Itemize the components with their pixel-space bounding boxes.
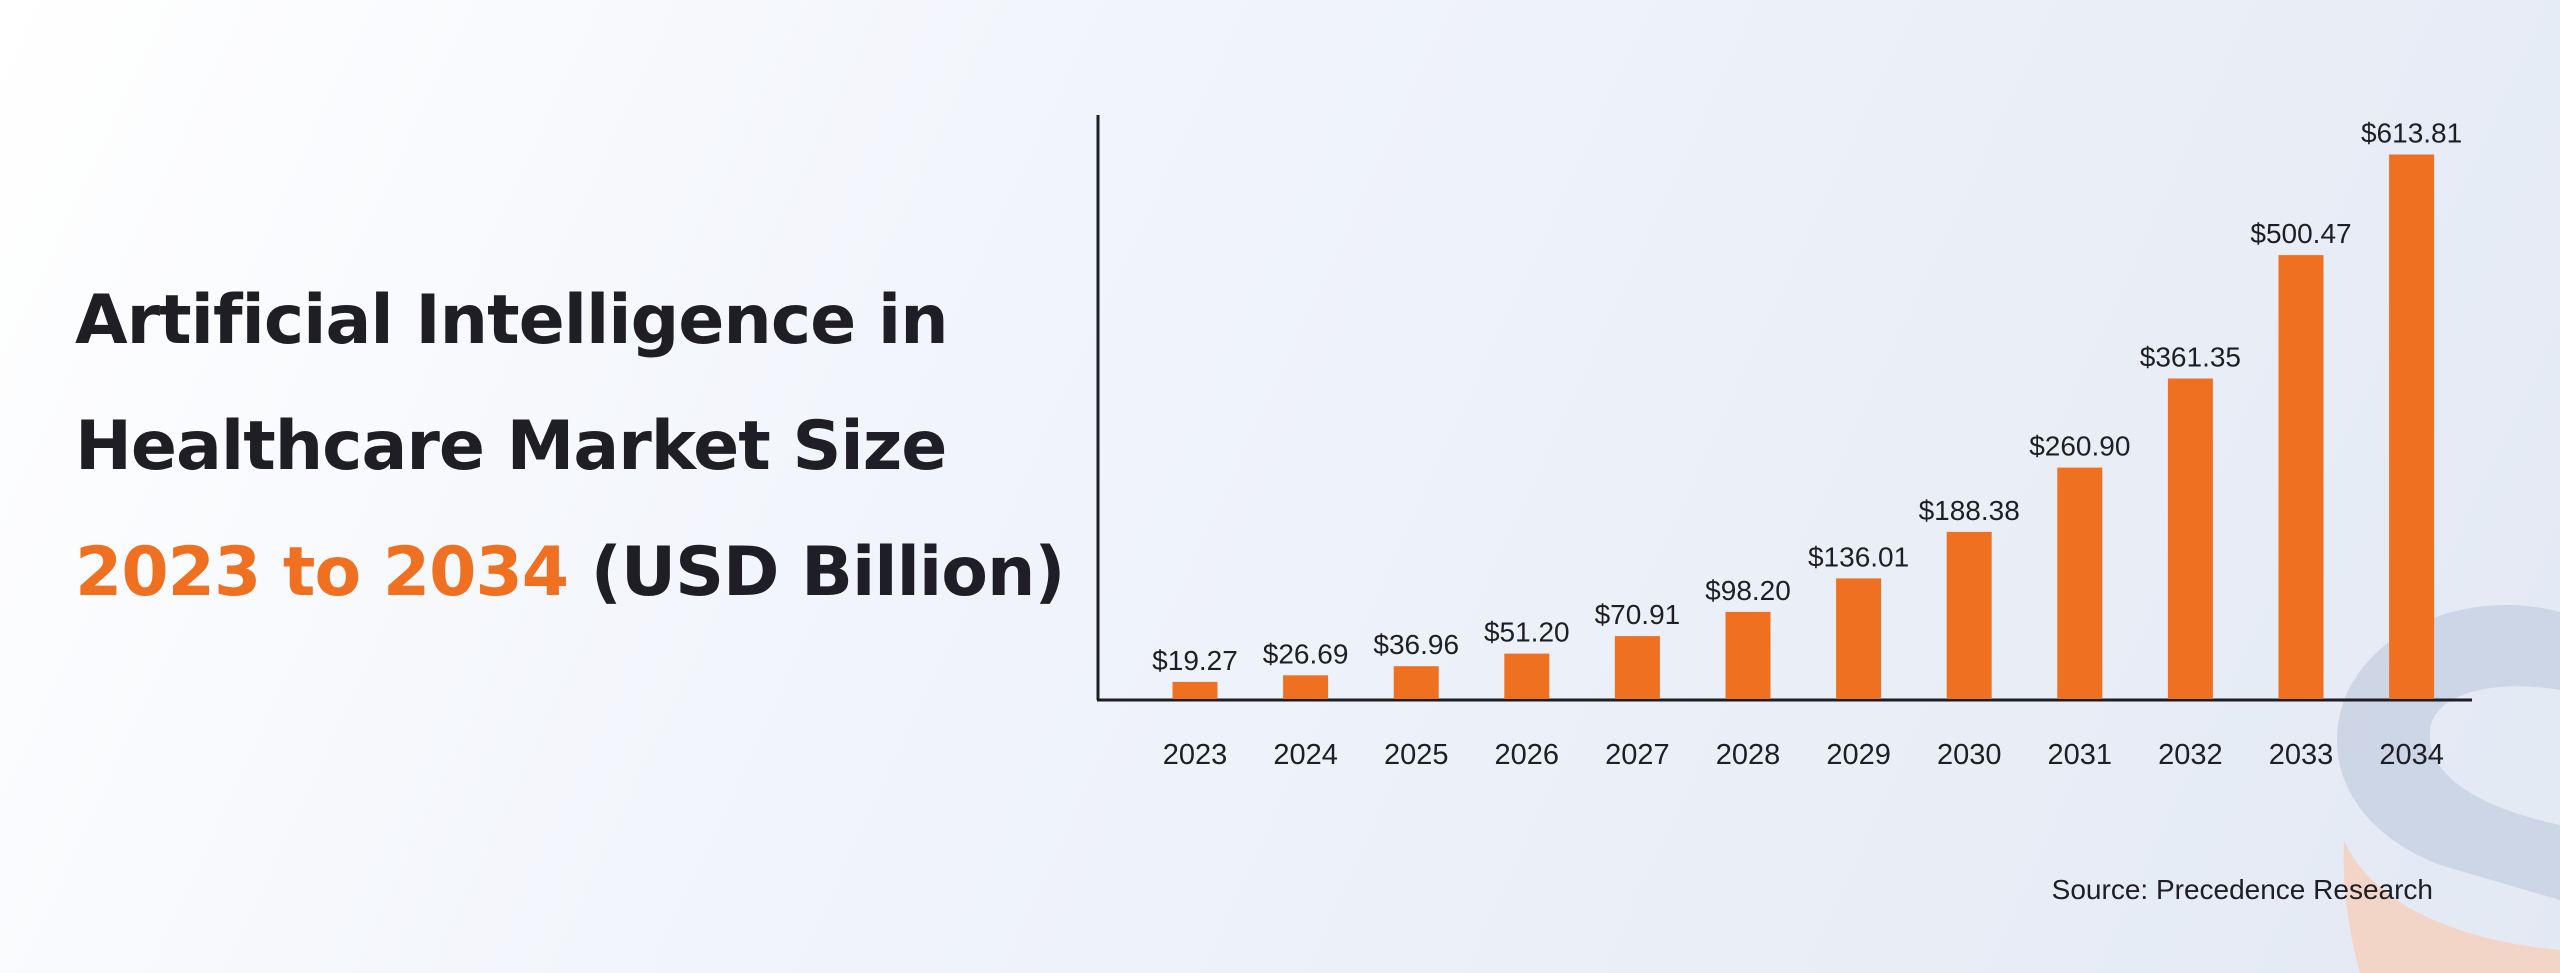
bar-2027 <box>1614 636 1660 699</box>
x-tick-label-2031: 2031 <box>2048 739 2113 771</box>
title-line-1: Artificial Intelligence in <box>75 281 949 360</box>
value-label-2023: $19.27 <box>1152 645 1238 676</box>
x-tick-label-2033: 2033 <box>2269 739 2334 771</box>
bars-group: $19.27 2023 $26.69 2024 $36.96 2025 $51.20 2026… <box>1152 118 2462 772</box>
bar-2031 <box>2057 467 2103 699</box>
value-label-2027: $70.91 <box>1595 599 1681 630</box>
title-line-3: 2023 to 2034 (USD Billion) <box>75 510 1065 636</box>
x-tick-label-2023: 2023 <box>1163 739 1228 771</box>
bar-2026 <box>1504 653 1550 699</box>
x-tick-label-2034: 2034 <box>2379 739 2444 771</box>
x-tick-label-2024: 2024 <box>1273 739 1338 771</box>
value-label-2032: $361.35 <box>2140 342 2241 373</box>
value-label-2033: $500.47 <box>2250 218 2351 249</box>
bar-2030 <box>1946 531 1992 699</box>
title-year-range: 2023 to 2034 <box>75 533 569 612</box>
chart-title: Artificial Intelligence in Healthcare Ma… <box>75 258 1065 636</box>
x-tick-label-2032: 2032 <box>2158 739 2223 771</box>
bar-2029 <box>1836 578 1882 699</box>
x-tick-label-2028: 2028 <box>1716 739 1781 771</box>
x-tick-label-2029: 2029 <box>1826 739 1891 771</box>
title-line-2: Healthcare Market Size <box>75 407 947 486</box>
x-tick-label-2025: 2025 <box>1384 739 1449 771</box>
bar-2034 <box>2389 154 2435 699</box>
value-label-2034: $613.81 <box>2361 118 2462 149</box>
bar-2025 <box>1393 666 1439 699</box>
x-tick-label-2026: 2026 <box>1495 739 1560 771</box>
value-label-2024: $26.69 <box>1263 638 1349 669</box>
value-label-2030: $188.38 <box>1919 495 2020 526</box>
x-tick-label-2027: 2027 <box>1605 739 1670 771</box>
x-tick-label-2030: 2030 <box>1937 739 2002 771</box>
bar-2028 <box>1725 611 1771 699</box>
value-label-2028: $98.20 <box>1705 575 1791 606</box>
bar-2024 <box>1283 675 1329 699</box>
title-unit: (USD Billion) <box>590 533 1066 612</box>
value-label-2025: $36.96 <box>1373 629 1459 660</box>
value-label-2031: $260.90 <box>2029 431 2130 462</box>
bar-2023 <box>1172 681 1218 699</box>
bar-2033 <box>2278 255 2324 699</box>
value-label-2026: $51.20 <box>1484 617 1570 648</box>
value-label-2029: $136.01 <box>1808 541 1909 572</box>
source-note: Source: Precedence Research <box>2051 874 2433 905</box>
bar-2032 <box>2167 378 2213 699</box>
